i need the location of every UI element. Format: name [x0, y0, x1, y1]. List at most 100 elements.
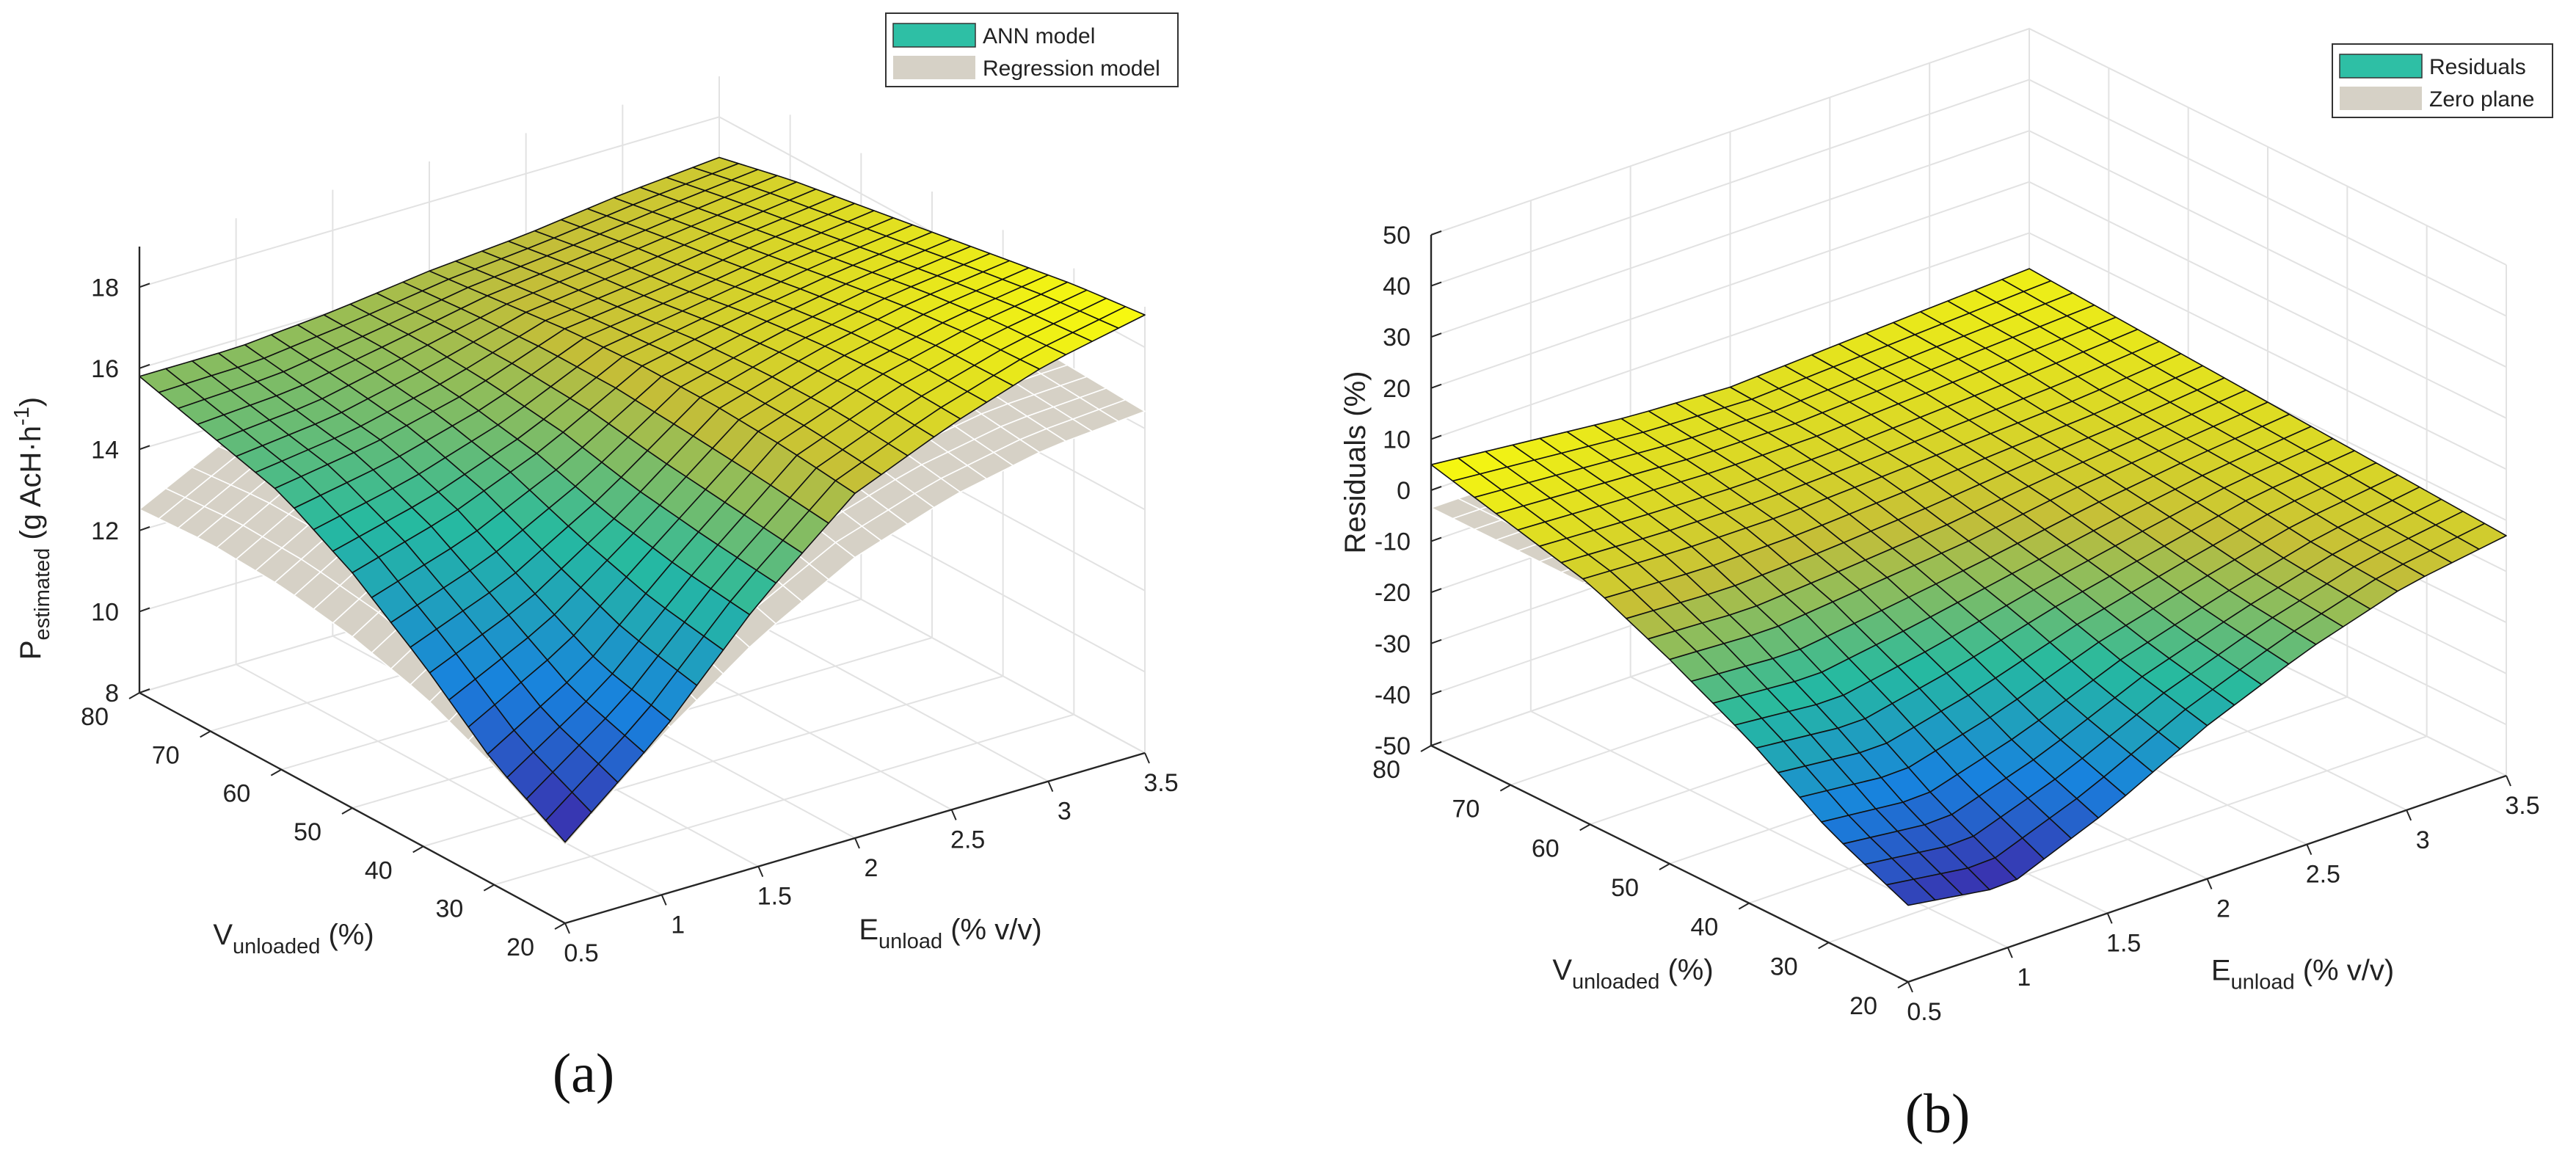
b-z-tick-mark [1430, 434, 1442, 440]
b-z-tick-mark [1430, 741, 1442, 746]
b-y-tick-mark [1738, 902, 1750, 910]
a-y-tick-mark [128, 692, 140, 699]
b-y-tick-mark [1499, 784, 1511, 792]
b-legend-swatch [2340, 87, 2422, 110]
a-panel-label: (a) [553, 1043, 614, 1104]
a-z-tick-mark [139, 445, 150, 451]
a-y-tick-mark [200, 730, 211, 738]
b-z-tick-label: -30 [1375, 630, 1411, 658]
panel-a-legend: ANN model Regression model [885, 12, 1179, 87]
b-x-tick-mark [2006, 947, 2013, 958]
b-y-tick-label: 80 [1372, 756, 1400, 784]
b-y-tick-mark [1659, 863, 1670, 870]
b-x-tick-mark [2306, 844, 2313, 856]
b-z-tick-mark [1430, 281, 1442, 287]
a-legend-swatch [893, 56, 975, 79]
a-legend-label: ANN model [983, 24, 1095, 48]
a-surface-mesh-cell [1098, 305, 1146, 329]
b-z-tick-mark [1430, 638, 1442, 644]
b-x-tick-label: 3 [2416, 826, 2430, 854]
a-legend-swatch [892, 23, 976, 48]
a-y-tick-label: 70 [152, 741, 180, 769]
a-x-tick-label: 3.5 [1143, 769, 1178, 797]
panel-a-surface-chart: 0.5 1 1.5 2 2.5 3 3.5 20 30 40 50 60 70 808 10 12 14 16 18… [10, 12, 1179, 1104]
b-x-tick-mark [2106, 912, 2113, 924]
b-x-tick-label: 1.5 [2106, 929, 2141, 957]
b-x-axis-label: Eunload (% v/v) [2211, 955, 2394, 994]
a-y-tick-label: 50 [294, 818, 321, 846]
a-regression-mesh-cell [1098, 398, 1146, 422]
b-y-tick-label: 40 [1691, 914, 1719, 942]
a-legend-label: Regression model [983, 57, 1160, 81]
b-z-tick-label: 40 [1383, 273, 1411, 301]
b-z-tick-mark [1430, 332, 1442, 338]
a-x-tick-label: 0.5 [564, 939, 598, 967]
b-x-tick-mark [2406, 809, 2412, 821]
b-z-tick-label: 30 [1383, 324, 1411, 352]
b-y-tick-label: 20 [1849, 992, 1877, 1020]
a-y-tick-label: 30 [436, 895, 464, 923]
a-x-tick-label: 1.5 [757, 883, 792, 911]
b-panel-label: (b) [1905, 1083, 1971, 1145]
b-x-tick-mark [2506, 775, 2511, 787]
a-z-tick-mark [139, 525, 150, 531]
a-x-tick-mark [950, 809, 957, 820]
a-z-tick-mark [139, 283, 150, 288]
b-y-tick-label: 70 [1452, 796, 1480, 823]
a-y-axis-label: Vunloaded (%) [213, 919, 374, 958]
a-z-tick-mark [139, 607, 150, 613]
a-z-tick-label: 18 [91, 274, 119, 302]
panel-b-legend: Residuals Zero plane [2332, 43, 2553, 118]
b-x-tick-mark [1907, 981, 1913, 993]
b-x-tick-label: 2.5 [2306, 861, 2340, 889]
panel-a-ann-surface [139, 156, 1146, 843]
a-x-tick-label: 3 [1058, 798, 1071, 826]
b-z-tick-mark [1430, 690, 1442, 696]
b-y-tick-label: 60 [1532, 834, 1560, 862]
a-z-axis-label: Pestimated (g AcH·h-1) [10, 397, 54, 660]
b-x-tick-mark [2206, 878, 2213, 889]
a-z-tick-mark [139, 688, 150, 694]
b-x-tick-label: 2 [2216, 895, 2230, 923]
a-x-tick-label: 2.5 [950, 826, 985, 853]
a-y-tick-label: 40 [365, 856, 393, 884]
b-surface-mesh-cell [2456, 523, 2507, 550]
a-x-tick-mark [661, 894, 667, 906]
a-z-tick-label: 14 [91, 436, 119, 464]
a-y-tick-label: 60 [223, 780, 251, 808]
panel-a-axes: 0.5 1 1.5 2 2.5 3 3.5 20 30 40 50 60 70 808 10 12 14 16 18… [10, 247, 1179, 1104]
b-z-tick-label: -20 [1375, 579, 1411, 607]
b-z-tick-label: 20 [1383, 375, 1411, 403]
b-z-tick-mark [1430, 536, 1442, 542]
a-z-tick-label: 10 [91, 598, 119, 626]
b-y-tick-label: 30 [1770, 953, 1798, 980]
a-y-tick-mark [483, 884, 495, 892]
b-z-tick-label: 0 [1397, 477, 1411, 505]
b-z-tick-mark [1430, 588, 1442, 594]
b-z-tick-label: 50 [1383, 222, 1411, 250]
a-x-tick-mark [1047, 781, 1054, 793]
a-y-tick-mark [412, 845, 424, 853]
b-x-tick-label: 3.5 [2505, 792, 2539, 820]
a-y-tick-label: 20 [506, 933, 534, 961]
a-y-tick-mark [270, 768, 282, 776]
a-x-tick-label: 1 [671, 911, 685, 939]
b-y-tick-mark [1579, 823, 1591, 831]
a-x-tick-label: 2 [865, 854, 878, 882]
a-z-tick-label: 16 [91, 355, 119, 383]
a-x-tick-mark [757, 866, 764, 878]
b-z-tick-mark [1430, 486, 1442, 491]
a-x-tick-mark [854, 837, 860, 849]
b-y-tick-mark [1818, 942, 1830, 950]
panel-b-residuals-surface [1430, 268, 2507, 906]
b-y-tick-mark [1897, 981, 1909, 989]
b-legend-label: Zero plane [2429, 87, 2534, 112]
a-x-axis-label: Eunload (% v/v) [859, 914, 1041, 953]
a-x-tick-mark [1144, 752, 1150, 764]
b-y-axis-label: Vunloaded (%) [1552, 954, 1713, 994]
a-y-tick-mark [554, 922, 566, 930]
b-z-axis-label: Residuals (%) [1339, 371, 1372, 554]
a-y-tick-label: 80 [81, 703, 109, 731]
b-y-tick-mark [1420, 745, 1432, 752]
a-z-tick-label: 12 [91, 517, 119, 545]
